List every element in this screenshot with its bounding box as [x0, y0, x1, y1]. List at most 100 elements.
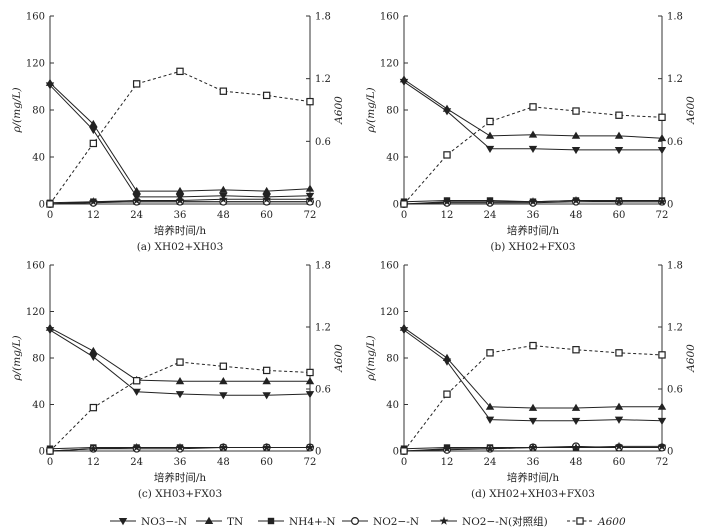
data-point — [89, 119, 98, 128]
data-point — [528, 197, 538, 206]
series-A600 — [400, 103, 666, 208]
data-point — [89, 139, 98, 148]
y-axis-label: ρ/(mg/L) — [365, 87, 377, 133]
y-tick-label: 40 — [386, 400, 399, 411]
data-point — [88, 444, 98, 453]
legend-item: TN — [196, 516, 243, 528]
data-point — [657, 147, 667, 155]
x-tick-label: 24 — [484, 210, 497, 221]
data-point — [485, 145, 495, 153]
data-point — [657, 134, 667, 142]
y2-tick-label: 1.8 — [315, 12, 331, 23]
legend-marker — [576, 517, 584, 525]
data-point — [262, 366, 271, 375]
y2-tick-label: 0 — [667, 200, 673, 211]
y-axis-label: ρ/(mg/L) — [11, 87, 23, 133]
data-point — [89, 403, 98, 412]
data-point — [132, 80, 141, 88]
series-line — [403, 345, 663, 452]
y2-axis-label: A600 — [685, 96, 697, 125]
data-point — [615, 111, 623, 119]
data-point — [614, 416, 624, 424]
y-tick-label: 120 — [26, 59, 45, 70]
data-point — [572, 107, 580, 115]
y2-tick-label: 0.6 — [667, 137, 683, 148]
data-point — [485, 402, 495, 410]
x-tick-label: 36 — [174, 210, 187, 221]
y2-tick-label: 0.6 — [667, 385, 683, 396]
legend-item: NO2−-N — [342, 516, 419, 528]
y2-axis-label: A600 — [333, 96, 345, 125]
legend-label: NO2−-N(对照组) — [462, 515, 548, 528]
y2-tick-label: 0.6 — [315, 385, 331, 396]
legend-label: TN — [227, 516, 243, 528]
data-point — [218, 194, 228, 204]
x-tick-label: 36 — [527, 210, 540, 221]
data-point — [657, 417, 667, 425]
data-point — [219, 87, 228, 95]
data-point — [528, 442, 538, 452]
data-point — [614, 441, 624, 451]
data-point — [175, 391, 185, 399]
chart-panel-4: 0 40 80 120 160 0 0.6 1.2 1.8 0 12 24 36 48 60 72 ρ/(mg/… — [365, 261, 697, 501]
legend-marker — [351, 516, 360, 525]
y-axis-label: ρ/(mg/L) — [365, 335, 377, 381]
data-point — [571, 147, 581, 155]
series-TN — [399, 75, 667, 142]
data-point — [306, 97, 314, 106]
data-point — [305, 377, 315, 385]
y-tick-label: 160 — [26, 12, 45, 23]
y2-tick-label: 0 — [667, 447, 673, 458]
x-tick-label: 0 — [47, 457, 53, 468]
data-point — [657, 402, 667, 410]
x-tick-label: 72 — [304, 457, 317, 468]
y2-tick-label: 1.2 — [667, 74, 683, 85]
data-point — [175, 377, 185, 385]
data-point — [571, 403, 581, 411]
data-point — [572, 346, 580, 354]
x-tick-label: 24 — [484, 457, 497, 468]
panel-caption: (b) XH02+FX03 — [490, 241, 575, 253]
y-tick-label: 40 — [32, 400, 45, 411]
data-point — [399, 75, 409, 83]
x-tick-label: 48 — [217, 457, 230, 468]
data-point — [486, 117, 494, 126]
data-point — [132, 388, 141, 396]
y2-tick-label: 0 — [315, 447, 321, 458]
data-point — [614, 147, 624, 155]
data-point — [219, 185, 228, 193]
data-point — [658, 113, 666, 122]
data-point — [132, 195, 142, 205]
data-point — [529, 341, 537, 350]
data-point — [306, 368, 314, 377]
data-point — [443, 390, 451, 398]
data-point — [657, 441, 667, 451]
y-tick-label: 80 — [386, 354, 399, 365]
y-tick-label: 160 — [380, 12, 399, 23]
y-tick-label: 120 — [380, 307, 399, 318]
panel-caption: (a) XH02+XH03 — [137, 241, 224, 253]
data-point — [486, 349, 494, 357]
data-point — [571, 442, 581, 452]
x-tick-label: 72 — [304, 210, 317, 221]
data-point — [658, 351, 666, 359]
legend-label: NO3−-N — [141, 516, 187, 528]
y2-tick-label: 1.8 — [667, 261, 683, 272]
series-NO2−-N(对照组) — [45, 442, 315, 455]
data-point — [485, 131, 495, 139]
series-NO2−-N(对照组) — [399, 441, 667, 455]
data-point — [305, 442, 315, 452]
y-tick-label: 0 — [39, 200, 45, 211]
series-TN — [45, 323, 315, 385]
x-tick-label: 48 — [570, 457, 583, 468]
x-tick-label: 24 — [130, 457, 143, 468]
data-point — [46, 200, 54, 208]
x-tick-label: 60 — [260, 457, 273, 468]
y2-tick-label: 1.8 — [315, 261, 331, 272]
x-tick-label: 48 — [217, 210, 230, 221]
panel-caption: (d) XH02+XH03+FX03 — [471, 488, 595, 500]
data-point — [262, 91, 271, 100]
series-line — [49, 84, 311, 198]
data-point — [132, 377, 141, 385]
